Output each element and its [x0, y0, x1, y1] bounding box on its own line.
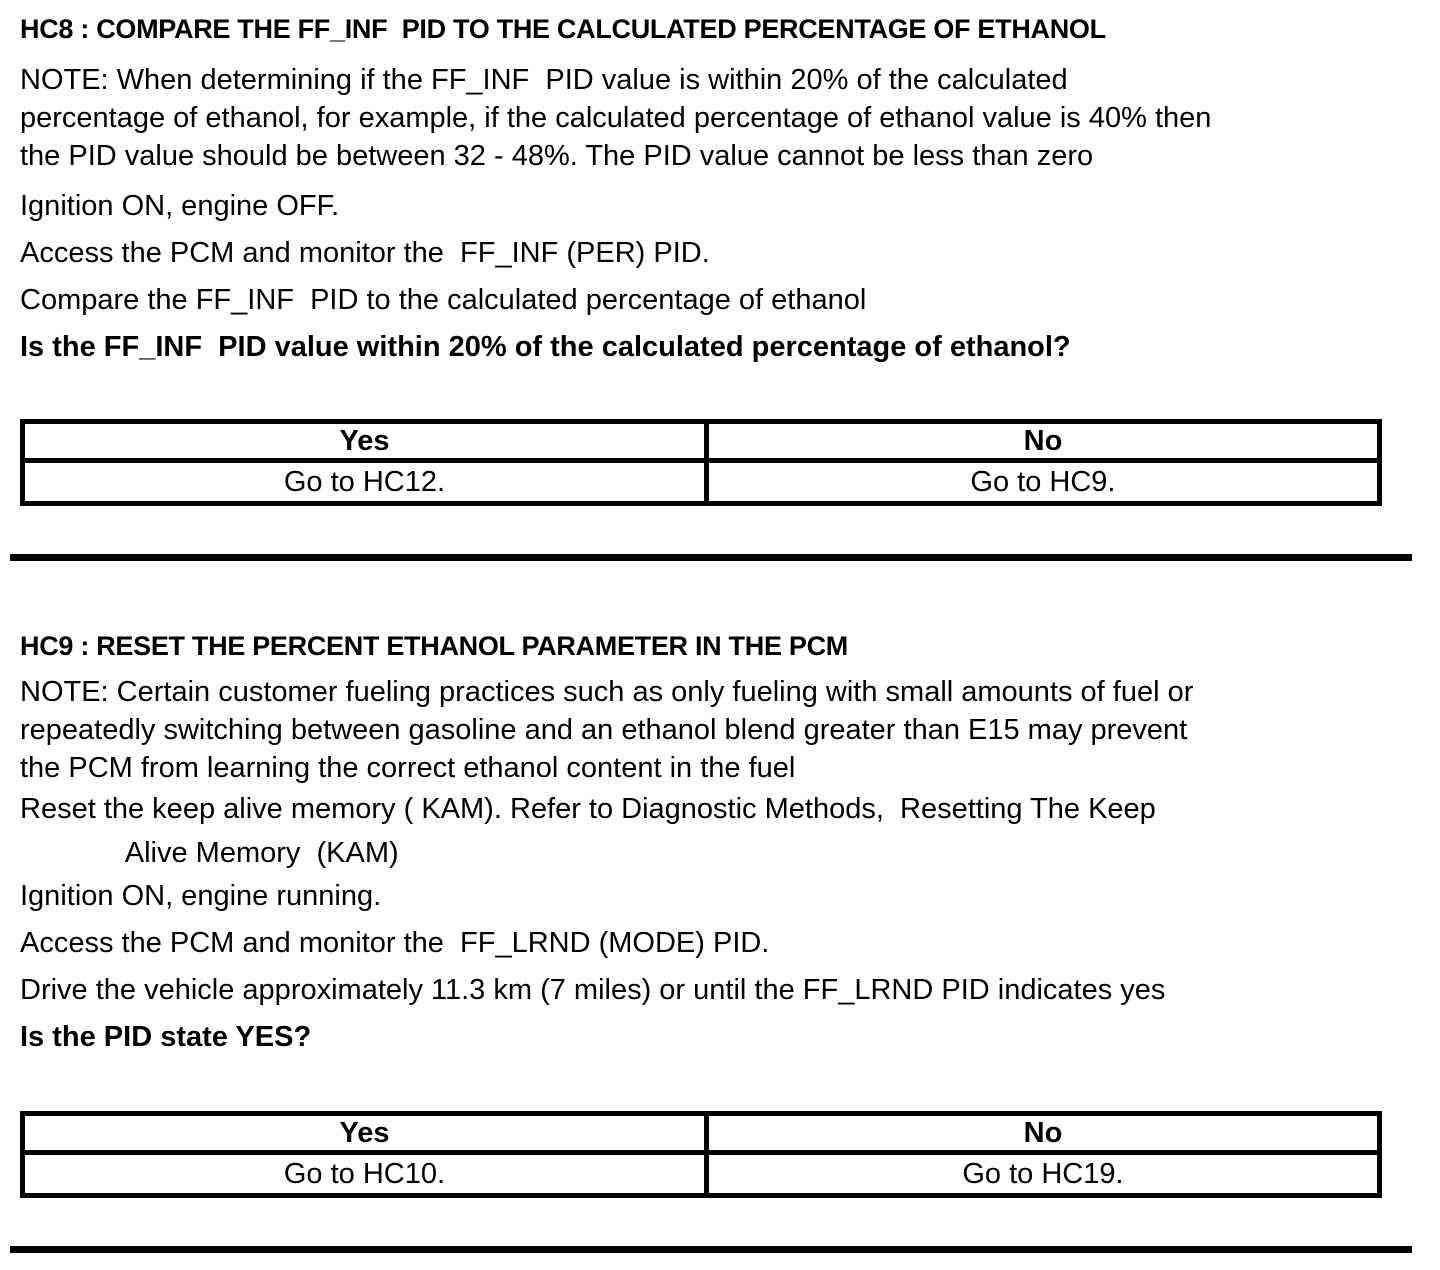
step-access-pcm-ff-lrnd: Access the PCM and monitor the FF_LRND (… — [20, 927, 770, 959]
step-compare-ff-inf: Compare the FF_INF PID to the calculated… — [20, 284, 867, 316]
table-row: Go to HC10. Go to HC19. — [20, 1150, 1383, 1198]
step-reset-kam: Reset the keep alive memory ( KAM). Refe… — [20, 793, 1156, 869]
table-row: Go to HC12. Go to HC9. — [20, 458, 1383, 506]
question-hc9: Is the PID state YES? — [20, 1021, 312, 1053]
table-header-yes: Yes — [20, 419, 709, 463]
section-hc8: HC8 : COMPARE THE FF_INF PID TO THE CALC… — [10, 14, 1432, 561]
step-ignition-on-engine-off: Ignition ON, engine OFF. — [20, 190, 340, 222]
table-header-yes: Yes — [20, 1111, 709, 1155]
table-action-yes-hc8: Go to HC12. — [20, 458, 709, 506]
table-action-no-hc9: Go to HC19. — [703, 1150, 1383, 1198]
procedure-heading-hc9: HC9 : RESET THE PERCENT ETHANOL PARAMETE… — [20, 631, 848, 661]
table-header-row: Yes No — [20, 419, 1383, 463]
section-hc9: HC9 : RESET THE PERCENT ETHANOL PARAMETE… — [10, 631, 1432, 1253]
step-drive-vehicle: Drive the vehicle approximately 11.3 km … — [20, 974, 1166, 1006]
table-action-yes-hc9: Go to HC10. — [20, 1150, 709, 1198]
table-action-no-hc8: Go to HC9. — [703, 458, 1383, 506]
decision-table-hc9: Yes No Go to HC10. Go to HC19. — [20, 1111, 1383, 1198]
note-paragraph-hc8: NOTE: When determining if the FF_INF PID… — [20, 64, 1212, 172]
step-access-pcm-ff-inf: Access the PCM and monitor the FF_INF (P… — [20, 237, 710, 269]
table-header-no: No — [703, 1111, 1383, 1155]
page-bottom-divider — [10, 1246, 1412, 1253]
procedure-heading-hc8: HC8 : COMPARE THE FF_INF PID TO THE CALC… — [20, 14, 1106, 44]
section-divider — [10, 554, 1412, 561]
step-ignition-on-engine-running: Ignition ON, engine running. — [20, 880, 382, 912]
table-header-no: No — [703, 419, 1383, 463]
question-hc8: Is the FF_INF PID value within 20% of th… — [20, 331, 1071, 363]
note-paragraph-hc9: NOTE: Certain customer fueling practices… — [20, 676, 1194, 784]
table-header-row: Yes No — [20, 1111, 1383, 1155]
decision-table-hc8: Yes No Go to HC12. Go to HC9. — [20, 419, 1383, 506]
